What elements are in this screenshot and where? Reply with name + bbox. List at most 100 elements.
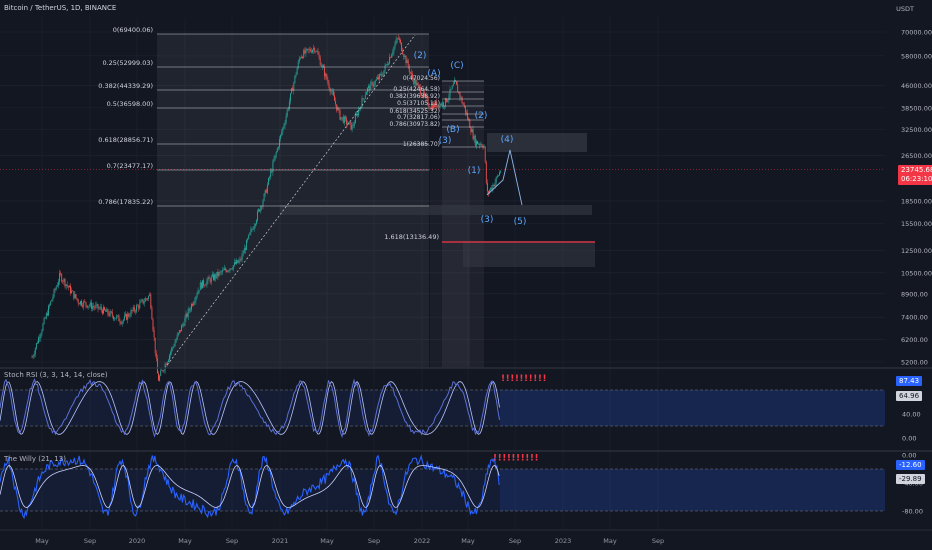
candle-body bbox=[258, 209, 260, 212]
candle-body bbox=[226, 270, 228, 273]
stoch-rsi-d-value: 64.96 bbox=[896, 391, 923, 401]
candle-body bbox=[484, 146, 486, 163]
candle-body bbox=[299, 57, 301, 59]
candle-body bbox=[345, 116, 346, 119]
candle-body bbox=[361, 98, 363, 109]
currency-label: USDT bbox=[896, 5, 914, 13]
candle-body bbox=[459, 92, 461, 98]
willy-label[interactable]: The Willy (21, 13) bbox=[4, 455, 66, 463]
candle-body bbox=[186, 313, 188, 317]
candle-body bbox=[161, 370, 163, 371]
candle-body bbox=[301, 56, 302, 58]
candle-body bbox=[250, 229, 252, 233]
candle-body bbox=[83, 301, 85, 307]
target-zone-ext bbox=[463, 241, 595, 267]
candle-body bbox=[137, 305, 139, 307]
x-tick-label: May bbox=[603, 537, 617, 545]
fib-extension-label: 1.618(13136.49) bbox=[384, 233, 439, 241]
candle-body bbox=[189, 309, 191, 311]
candle-body bbox=[219, 271, 221, 273]
candle-body bbox=[213, 274, 214, 280]
candle-body bbox=[378, 77, 379, 80]
candle-body bbox=[483, 146, 485, 148]
candle-body bbox=[434, 103, 436, 108]
candle-body bbox=[422, 95, 423, 97]
candle-body bbox=[500, 171, 502, 173]
candle-body bbox=[460, 97, 462, 98]
candles bbox=[31, 34, 502, 382]
candle-body bbox=[125, 314, 126, 316]
candle-body bbox=[165, 364, 167, 366]
candle-body bbox=[273, 159, 275, 162]
candle-body bbox=[147, 298, 148, 300]
candle-body bbox=[416, 83, 418, 86]
candle-body bbox=[107, 309, 109, 314]
candle-body bbox=[320, 65, 322, 67]
x-tick-label: May bbox=[461, 537, 475, 545]
candle-body bbox=[375, 79, 377, 81]
candle-body bbox=[489, 190, 491, 193]
candle-body bbox=[314, 48, 316, 52]
candle-body bbox=[486, 183, 488, 192]
candle-body bbox=[307, 48, 309, 50]
candle-body bbox=[424, 92, 426, 96]
y-tick-label: 70000.00 bbox=[901, 29, 932, 37]
candle-body bbox=[485, 162, 487, 184]
candle-body bbox=[197, 290, 199, 295]
candle-body bbox=[468, 118, 470, 120]
candle-body bbox=[90, 302, 92, 309]
candle-body bbox=[176, 334, 178, 340]
candle-body bbox=[339, 109, 341, 120]
stoch-rsi-k-line bbox=[0, 378, 500, 439]
stoch-rsi-d-line bbox=[0, 380, 500, 436]
candle-body bbox=[438, 105, 440, 108]
candle-body bbox=[62, 281, 64, 282]
wave-label: (1) bbox=[468, 166, 481, 176]
candle-body bbox=[363, 98, 365, 100]
candle-body bbox=[163, 370, 165, 372]
wave-label: (B) bbox=[446, 125, 459, 135]
candle-body bbox=[151, 307, 153, 320]
candle-body bbox=[265, 189, 267, 193]
candle-body bbox=[374, 80, 376, 85]
candle-body bbox=[385, 64, 387, 66]
candle-body bbox=[491, 187, 493, 190]
stoch-rsi-label[interactable]: Stoch RSI (3, 3, 14, 14, close) bbox=[4, 371, 108, 379]
candle-body bbox=[437, 105, 439, 108]
candle-body bbox=[42, 323, 44, 331]
candle-body bbox=[55, 286, 57, 290]
candle-body bbox=[281, 132, 283, 135]
candle-body bbox=[45, 313, 47, 319]
candle-body bbox=[211, 274, 213, 277]
candle-body bbox=[44, 318, 46, 319]
wave-label: (2) bbox=[475, 111, 488, 121]
candle-body bbox=[35, 343, 37, 349]
candle-body bbox=[37, 343, 38, 344]
candle-body bbox=[277, 147, 279, 149]
candle-body bbox=[409, 71, 411, 73]
y-tick-label: 58000.00 bbox=[901, 52, 932, 60]
candle-body bbox=[195, 296, 197, 302]
candle-body bbox=[59, 273, 60, 282]
candle-body bbox=[264, 189, 266, 194]
y-tick-label: 6200.00 bbox=[901, 336, 928, 344]
candle-body bbox=[390, 57, 392, 58]
candle-body bbox=[227, 270, 229, 273]
candle-body bbox=[129, 316, 131, 317]
wave-label: (5) bbox=[514, 217, 527, 227]
candle-body bbox=[263, 193, 265, 201]
candle-body bbox=[387, 63, 389, 65]
candle-body bbox=[81, 301, 82, 306]
candle-body bbox=[447, 99, 449, 102]
candle-body bbox=[235, 262, 236, 264]
candle-body bbox=[448, 96, 450, 100]
candle-body bbox=[350, 122, 352, 130]
candle-body bbox=[282, 127, 284, 133]
x-tick-label: Sep bbox=[652, 537, 664, 545]
candle-body bbox=[153, 330, 155, 338]
candle-body bbox=[456, 81, 458, 85]
candle-body bbox=[287, 108, 289, 110]
candle-body bbox=[53, 289, 55, 297]
candle-body bbox=[394, 43, 396, 47]
